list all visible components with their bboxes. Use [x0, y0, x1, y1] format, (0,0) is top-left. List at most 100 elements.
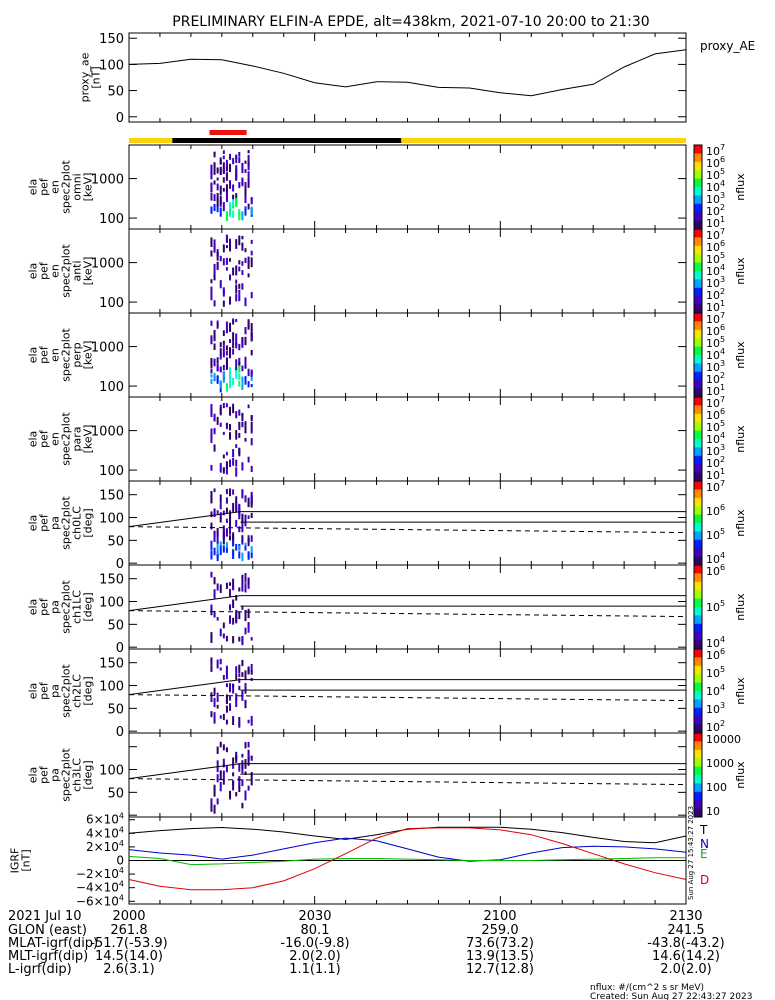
spectrogram-cell [216, 183, 219, 191]
colorbar-cell [694, 749, 702, 759]
spectrogram-cell [225, 669, 228, 680]
colorbar-tick-label: 106 [706, 647, 725, 662]
spectrogram-cell [216, 531, 219, 539]
spectrogram-cell [244, 169, 247, 173]
spectrogram-cell [216, 704, 219, 709]
colorbar-cell [694, 665, 702, 675]
spectrogram-cell [232, 489, 235, 495]
spectrogram-panel-ch0LC: 150100500elapefpaspec2plotch0LC[deg]1071… [27, 479, 748, 572]
spectrogram-cell [235, 370, 238, 379]
spectrogram-cell [250, 257, 253, 268]
spectrogram-cell [213, 343, 216, 351]
orbit-table-value: 1.1(1.1) [289, 962, 341, 977]
spectrogram-cell [216, 617, 219, 621]
orbit-table-row-label: MLAT-igrf(dip) [8, 936, 98, 951]
spectrogram-cell [247, 404, 250, 409]
legend-E: E [700, 847, 708, 861]
y-tick-label: 50 [107, 702, 124, 717]
spectrogram-cell [247, 608, 250, 619]
colorbar-cell [694, 338, 702, 348]
spectrogram-cell [241, 338, 244, 348]
colorbar-tick-base: 10000 [706, 733, 741, 746]
colorbar-tick-label: 105 [706, 251, 725, 266]
spectrogram-cell [232, 549, 235, 560]
spectrogram-cell [229, 372, 232, 380]
colorbar-tick-base: 10 [706, 265, 720, 278]
spectrogram-cell [232, 578, 235, 589]
spectrogram-cell [222, 744, 225, 751]
spectrogram-cell [244, 185, 247, 196]
spectrogram-cell [235, 693, 238, 701]
spectrogram-cell [244, 495, 247, 503]
ylabel-line: en [49, 180, 62, 194]
colorbar-cell [694, 674, 702, 684]
spectrogram-cell [210, 491, 213, 499]
orbit-table-time: 2030 [298, 909, 331, 924]
spectrogram-cell [232, 540, 235, 547]
ylabel-line: spec2plot [60, 664, 73, 718]
spectrogram-cell [247, 537, 250, 547]
spectrogram-cell [241, 462, 244, 471]
spectrogram-cell [225, 425, 228, 430]
colorbar-cell [694, 405, 702, 415]
colorbar-tick-label: 102 [706, 203, 725, 218]
spectrogram-cell [210, 279, 213, 284]
ylabel-line: [deg] [82, 508, 95, 537]
spectrogram-cell [213, 589, 216, 599]
colorbar-tick-label: 107 [706, 227, 725, 242]
spectrogram-cell [222, 779, 225, 785]
spectrogram-cell [229, 274, 232, 281]
spectrogram-cell [222, 167, 225, 174]
spectrogram-cell [232, 534, 235, 542]
colorbar-tick-base: 10 [706, 445, 720, 458]
colorbar-tick-label: 10000 [706, 733, 741, 746]
colorbar-cell [694, 296, 702, 306]
spectrogram-cell [219, 185, 222, 196]
spectrogram-cell [219, 584, 222, 593]
spectrogram-cell [213, 263, 216, 274]
chart-title: PRELIMINARY ELFIN-A EPDE, alt=438km, 202… [172, 14, 649, 30]
spectrogram-cell [222, 244, 225, 253]
spectrogram-cell [213, 712, 216, 722]
y-tick-exponent: 4 [119, 893, 124, 902]
orbit-table-value: 2.6(3.1) [103, 962, 155, 977]
spectrogram-cell [225, 683, 228, 688]
ylabel-line: para [71, 427, 84, 452]
colorbar-label-text: nflux [734, 509, 747, 537]
ylabel-line: spec2plot [60, 496, 73, 550]
spectrogram-cell [216, 416, 219, 425]
colorbar-cell [694, 413, 702, 423]
spectrogram-cell [232, 158, 235, 165]
colorbar-cell [694, 170, 702, 180]
colorbar-tick-base: 10 [706, 421, 720, 434]
spectrogram-cell [241, 414, 244, 422]
y-tick-label: 100 [99, 380, 124, 395]
spectrogram-cell [244, 542, 247, 546]
ylabel-line: [deg] [82, 760, 95, 789]
spectrogram-anti-frame [128, 228, 687, 314]
spectrogram-cell [232, 617, 235, 625]
orbit-table-value: 80.1 [301, 923, 330, 938]
spectrogram-cell [241, 489, 244, 499]
ylabel-line: spec2plot [60, 580, 73, 634]
spectrogram-cell [250, 250, 253, 256]
spectrogram-cell [219, 207, 222, 217]
spectrogram-cell [244, 790, 247, 801]
orbit-table-time: 2000 [112, 909, 145, 924]
spectrogram-cell [235, 673, 238, 680]
spectrogram-cell [247, 368, 250, 377]
ylabel-line: ch2LC [71, 674, 84, 708]
ylabel-line: ela [27, 263, 40, 280]
spectrogram-cell [232, 377, 235, 386]
spectrogram-cell [213, 194, 216, 202]
spectrogram-cell [232, 210, 235, 218]
y-tick-label: 0 [116, 725, 124, 740]
colorbar-tick-base: 10 [706, 313, 720, 326]
spectrogram-cell [222, 675, 225, 680]
ylabel-line: ela [27, 683, 40, 700]
colorbar-tick-exponent: 3 [720, 359, 725, 368]
ylabel-line: ela [27, 767, 40, 784]
colorbar-tick-base: 10 [706, 409, 720, 422]
